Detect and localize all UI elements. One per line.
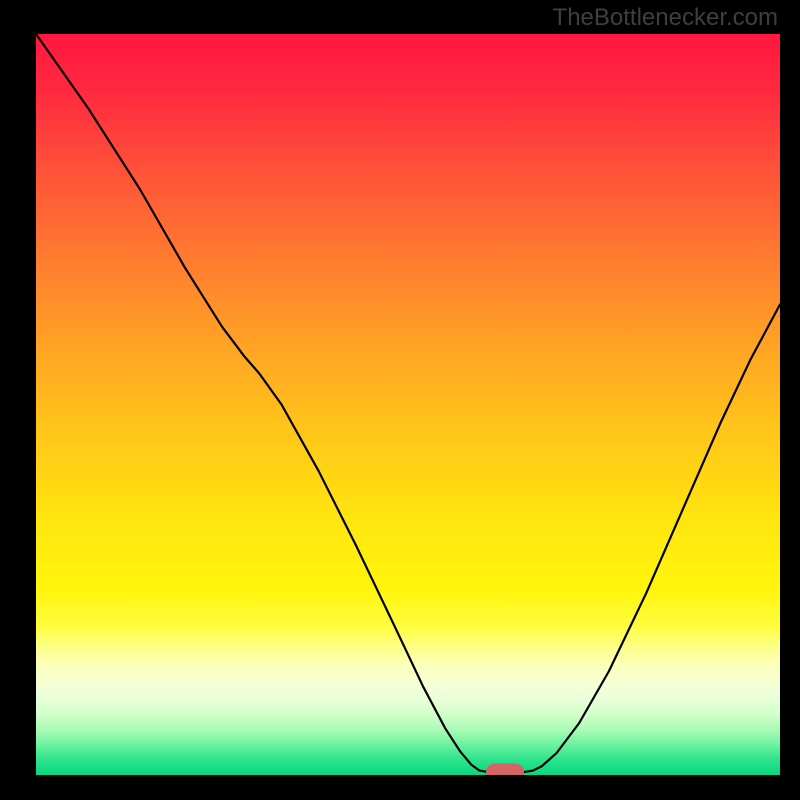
watermark-text: TheBottlenecker.com — [553, 4, 778, 32]
curve-path — [36, 34, 780, 772]
plot-area — [36, 34, 780, 775]
bottleneck-curve — [36, 34, 780, 775]
optimal-marker — [486, 764, 524, 775]
chart-container: TheBottlenecker.com — [0, 0, 800, 800]
frame-bottom — [0, 775, 800, 800]
frame-right — [780, 0, 800, 800]
frame-left — [0, 0, 36, 800]
